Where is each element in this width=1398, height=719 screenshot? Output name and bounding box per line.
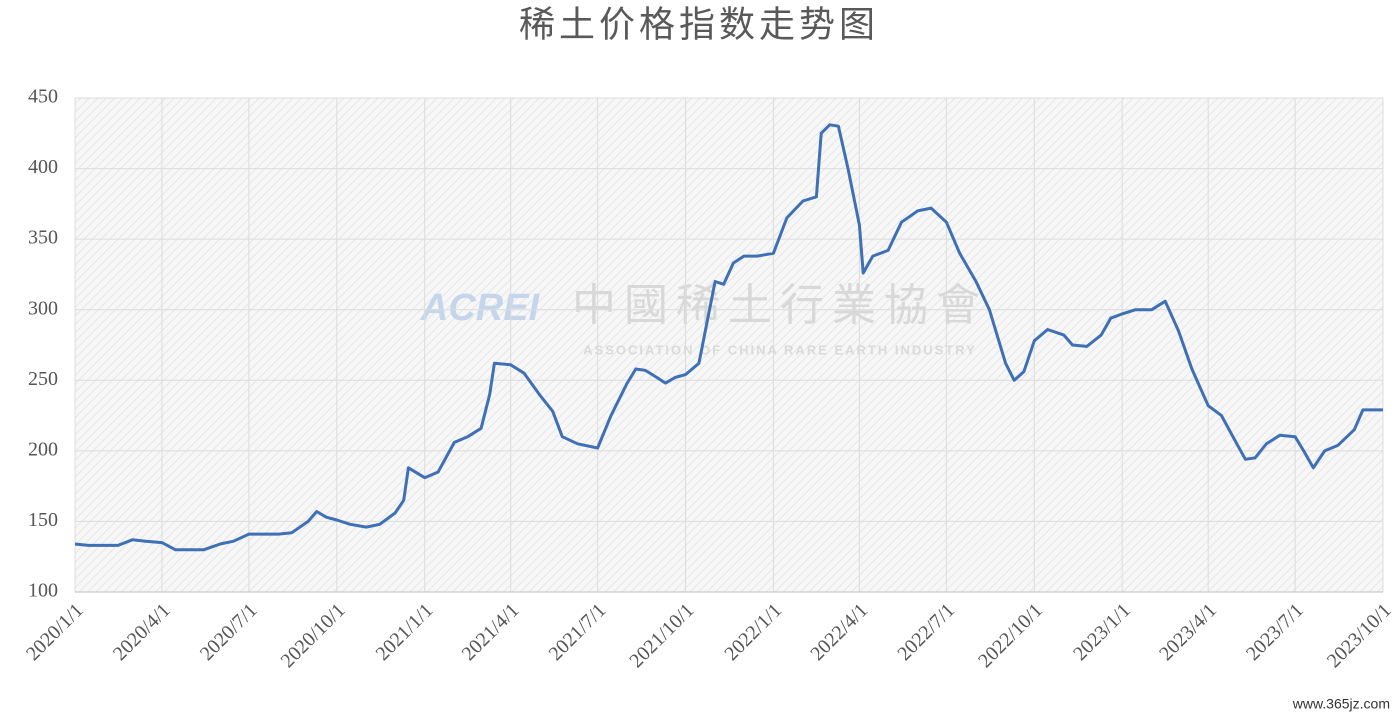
y-tick-label: 250	[28, 368, 58, 390]
watermark-name: 中國稀土行業協會	[572, 281, 988, 330]
x-tick-label: 2023/4/1	[1155, 599, 1221, 665]
x-tick-label: 2021/4/1	[458, 599, 524, 665]
x-tick-label: 2023/7/1	[1242, 599, 1308, 665]
y-tick-label: 450	[28, 86, 58, 108]
x-tick-label: 2023/1/1	[1069, 599, 1135, 665]
x-tick-label: 2022/7/1	[893, 599, 959, 665]
x-tick-label: 2020/7/1	[196, 599, 262, 665]
y-tick-label: 200	[28, 438, 58, 460]
plot-area	[75, 98, 1383, 592]
x-tick-label: 2020/10/1	[277, 599, 350, 672]
y-tick-label: 100	[28, 580, 58, 602]
x-tick-label: 2021/1/1	[372, 599, 438, 665]
data-line	[74, 123, 1383, 552]
watermark-name-en: ASSOCIATION OF CHINA RARE EARTH INDUSTRY	[583, 342, 977, 357]
y-tick-label: 300	[28, 297, 58, 319]
y-tick-label: 350	[28, 227, 58, 249]
x-tick-label: 2022/4/1	[806, 599, 872, 665]
y-tick-label: 400	[28, 156, 58, 178]
watermark-logo: ACREI	[420, 287, 541, 329]
x-tick-label: 2020/1/1	[22, 599, 88, 665]
source: www.365jz.com	[1292, 696, 1390, 712]
y-tick-label: 150	[28, 509, 58, 531]
x-tick-label: 2023/10/1	[1323, 599, 1396, 672]
x-tick-label: 2021/7/1	[545, 599, 611, 665]
x-tick-label: 2022/10/1	[974, 599, 1047, 672]
chart-title: 稀土价格指数走势图	[519, 4, 879, 44]
x-tick-label: 2021/10/1	[625, 599, 698, 672]
x-tick-label: 2020/4/1	[109, 599, 175, 665]
x-tick-label: 2022/1/1	[720, 599, 786, 665]
